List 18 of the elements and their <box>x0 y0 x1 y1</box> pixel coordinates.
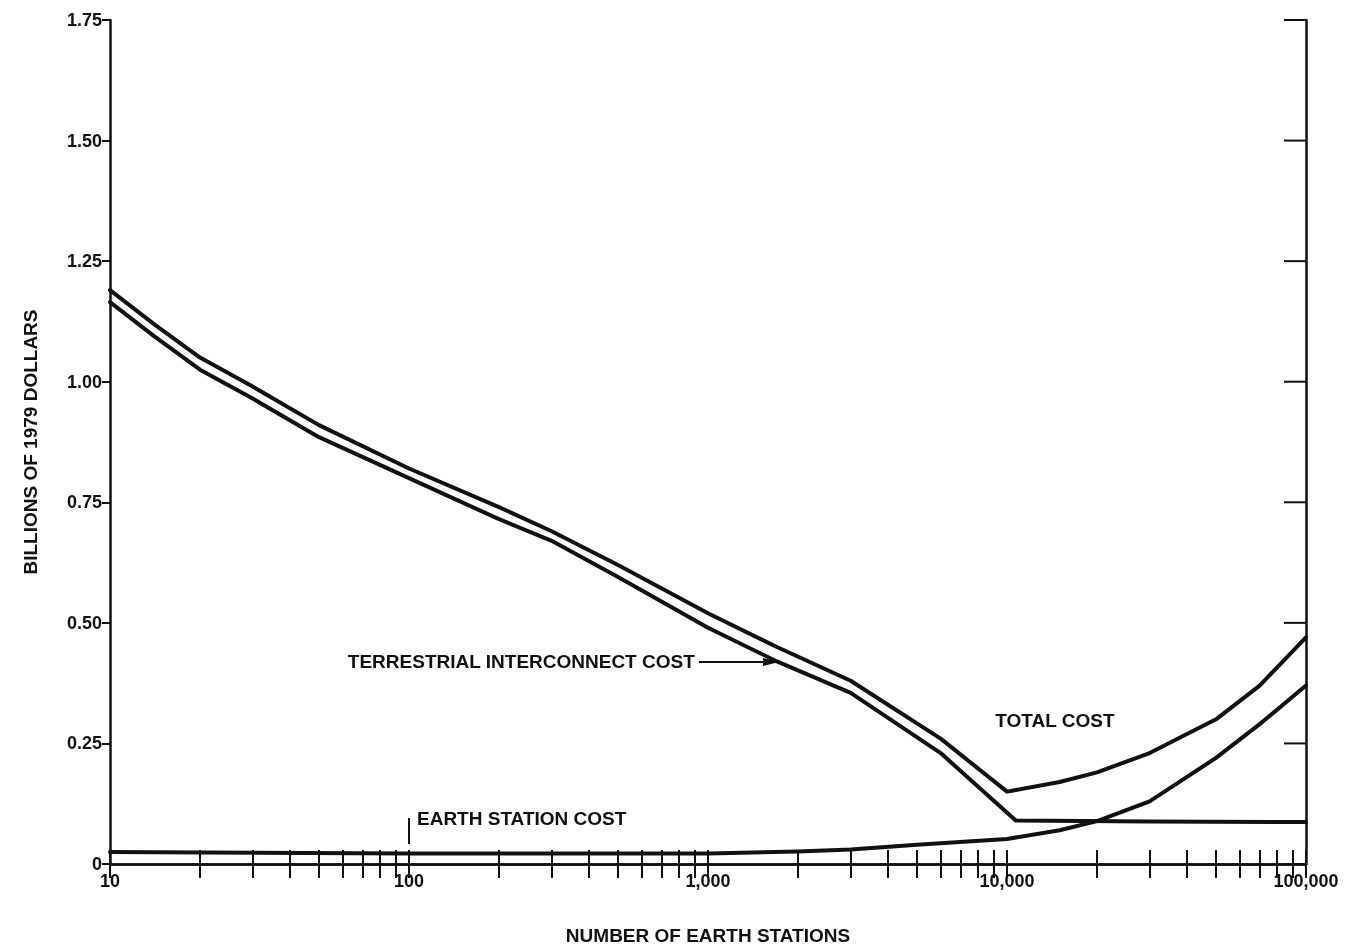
y-tick-label: 0.25 <box>66 733 102 754</box>
x-tick-label: 10,000 <box>979 871 1035 891</box>
annotation: EARTH STATION COST <box>417 807 627 830</box>
y-tick-label: 1.50 <box>66 130 102 151</box>
y-tick-label: 1.75 <box>66 10 102 30</box>
x-axis-title: NUMBER OF EARTH STATIONS <box>565 925 851 946</box>
x-tick-label: 100,000 <box>1273 871 1339 891</box>
y-axis-title: BILLIONS OF 1979 DOLLARS <box>20 309 41 575</box>
y-tick-label: 1.00 <box>66 371 102 392</box>
y-tick-label: 0.75 <box>66 492 102 513</box>
y-tick-label: 0 <box>91 854 102 874</box>
x-tick-label: 100 <box>393 871 425 891</box>
y-tick-label: 0.50 <box>66 612 102 633</box>
annotation: TOTAL COST <box>995 709 1115 732</box>
x-tick-label: 1,000 <box>685 871 731 891</box>
x-tick-label: 10 <box>99 871 121 891</box>
y-tick-label: 1.25 <box>66 251 102 272</box>
annotation: TERRESTRIAL INTERCONNECT COST <box>347 651 695 674</box>
